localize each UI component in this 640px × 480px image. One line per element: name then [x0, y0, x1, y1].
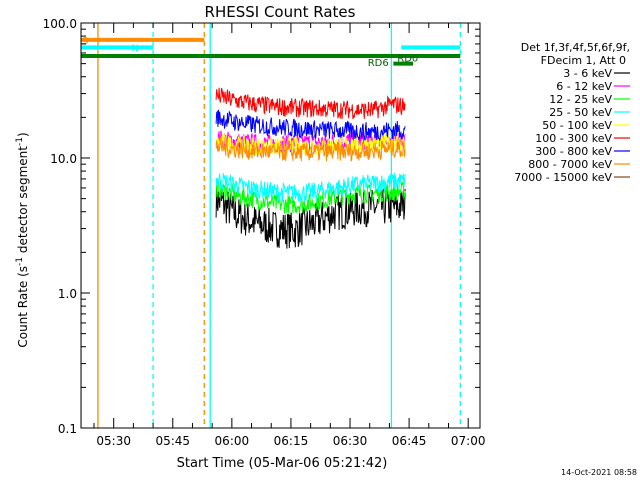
y-tick-label-2: 10.0 — [50, 152, 77, 166]
x-tick-label-6: 07:00 — [451, 434, 486, 448]
legend-label-4: 50 - 100 keV — [542, 119, 612, 132]
x-tick-label-2: 06:00 — [215, 434, 250, 448]
x-tick-label-0: 05:30 — [96, 434, 131, 448]
x-tick-label-5: 06:45 — [392, 434, 427, 448]
legend-label-3: 25 - 50 keV — [549, 106, 612, 119]
series-line-2 — [215, 178, 406, 214]
y-tick-label-0: 0.1 — [58, 422, 77, 436]
x-tick-label-1: 05:45 — [155, 434, 190, 448]
y-axis-label: Count Rate (s-1 detector segment-1) — [15, 132, 30, 347]
series-line-3 — [215, 172, 406, 203]
state-bar-label-0: S — [82, 36, 88, 47]
legend-label-6: 300 - 800 keV — [535, 145, 612, 158]
series-line-6 — [215, 109, 406, 141]
legend-label-7: 800 - 7000 keV — [528, 158, 612, 171]
legend-label-1: 6 - 12 keV — [556, 80, 612, 93]
y-axis-label-mid: detector segment — [16, 146, 30, 257]
y-tick-label-1: 1.0 — [58, 287, 77, 301]
legend-label-2: 12 - 25 keV — [549, 93, 612, 106]
y-axis-label-end: ) — [16, 132, 30, 137]
state-bar-label-1: N — [131, 43, 138, 54]
legend-header-line-2: FDecim 1, Att 0 — [541, 54, 626, 67]
legend-label-5: 100 - 300 keV — [535, 132, 612, 145]
state-bar-label-3: RD6 — [368, 58, 389, 69]
x-axis-label: Start Time (05-Mar-06 05:21:42) — [177, 456, 388, 471]
footer-timestamp: 14-Oct-2021 08:58 — [561, 468, 637, 477]
x-tick-label-3: 06:15 — [274, 434, 309, 448]
series-line-5 — [215, 87, 406, 120]
state-bar-label-4: RD0 — [397, 54, 418, 65]
series-line-0 — [215, 183, 406, 249]
plot-frame — [80, 22, 481, 429]
y-axis-label-main: Count Rate (s — [16, 266, 30, 348]
legend-header-line-1: Det 1f,3f,4f,5f,6f,9f, — [521, 41, 630, 54]
x-tick-label-4: 06:30 — [333, 434, 368, 448]
legend-label-0: 3 - 6 keV — [563, 67, 612, 80]
chart-title: RHESSI Count Rates — [205, 3, 356, 21]
y-axis-label-sup2: -1 — [15, 137, 25, 146]
series-line-4 — [215, 133, 406, 157]
y-axis-label-sup1: -1 — [15, 257, 25, 266]
legend-label-8: 7000 - 15000 keV — [514, 171, 612, 184]
series-line-7 — [215, 137, 406, 162]
y-tick-label-3: 100.0 — [43, 17, 77, 31]
